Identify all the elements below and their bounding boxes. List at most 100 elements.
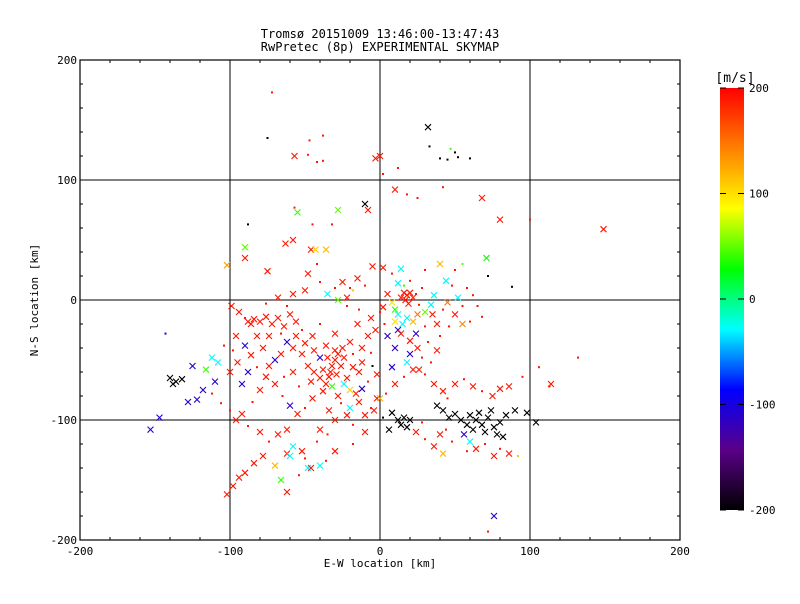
data-point-x: [409, 318, 417, 325]
data-point-x: [354, 320, 361, 328]
data-point-dot: [391, 272, 393, 275]
data-point-dot: [472, 294, 474, 297]
data-point-dot: [352, 443, 354, 445]
data-point-x: [223, 261, 231, 269]
data-point-x: [487, 407, 495, 414]
data-point-x: [333, 371, 340, 378]
data-point-x: [294, 209, 301, 216]
data-point-dot: [449, 147, 452, 150]
data-point-x: [391, 380, 399, 388]
data-point-x: [391, 186, 399, 193]
data-point-x: [343, 294, 351, 301]
data-point-dot: [251, 401, 254, 403]
data-point-x: [166, 374, 174, 382]
data-point-dot: [481, 390, 483, 393]
data-point-dot: [281, 395, 284, 397]
data-point-x: [391, 318, 399, 325]
data-point-x: [385, 426, 393, 433]
data-point-x: [397, 265, 405, 273]
data-point-dot: [466, 287, 468, 289]
data-point-x: [316, 374, 324, 382]
data-point-x: [391, 344, 399, 352]
data-point-x: [178, 375, 186, 383]
data-point-dot: [424, 269, 426, 271]
data-point-x: [324, 290, 331, 298]
data-point-x: [259, 344, 267, 352]
data-point-dot: [220, 402, 222, 405]
data-point-x: [430, 380, 438, 388]
data-point-x: [361, 428, 369, 436]
data-point-x: [346, 386, 354, 394]
data-point-x: [384, 290, 391, 298]
data-point-x: [490, 452, 498, 460]
data-point-dot: [454, 269, 456, 271]
data-point-x: [286, 402, 294, 409]
data-point-x: [388, 299, 396, 306]
colorbar-tick-label: -100: [749, 399, 776, 412]
data-point-x: [277, 476, 285, 484]
data-point-dot: [247, 425, 249, 427]
data-point-dot: [406, 193, 408, 196]
data-point-x: [307, 464, 315, 472]
data-point-x: [364, 332, 372, 340]
data-point-x: [241, 254, 249, 262]
data-point-x: [256, 386, 264, 394]
data-point-dot: [304, 407, 306, 409]
data-point-x: [358, 359, 366, 366]
data-point-dot: [446, 158, 449, 161]
data-point-dot: [164, 332, 167, 335]
data-point-x: [399, 320, 406, 328]
data-point-x: [319, 387, 327, 395]
data-point-x: [271, 380, 279, 388]
data-point-dot: [280, 332, 282, 335]
data-point-x: [310, 368, 318, 376]
data-point-x: [459, 320, 466, 328]
data-point-x: [289, 368, 297, 376]
data-point-x: [457, 416, 465, 424]
data-point-dot: [499, 447, 501, 450]
data-point-x: [202, 366, 210, 373]
data-point-x: [294, 410, 301, 418]
data-point-x: [280, 323, 288, 330]
data-point-x: [433, 402, 441, 409]
data-point-x: [223, 491, 231, 498]
data-point-x: [379, 264, 387, 271]
data-point-dot: [511, 285, 513, 288]
x-tick-label: 0: [377, 545, 384, 558]
data-point-x: [523, 409, 531, 417]
data-point-x: [352, 390, 360, 397]
data-point-x: [331, 330, 339, 337]
data-point-dot: [409, 279, 411, 282]
colorbar-ticks: 200 100 0 -100 -200: [720, 82, 776, 517]
data-point-x: [316, 426, 324, 433]
data-point-dot: [487, 275, 489, 277]
data-point-dot: [461, 263, 464, 265]
data-point-dot: [316, 263, 318, 265]
data-point-dot: [538, 366, 540, 369]
data-point-x: [316, 462, 324, 469]
data-point-x: [433, 320, 441, 328]
y-tick-label: 200: [57, 54, 77, 67]
data-point-x: [429, 311, 436, 318]
data-point-x: [283, 338, 291, 346]
data-point-dot: [268, 440, 270, 443]
data-point-dot: [521, 375, 524, 378]
data-point-dot: [448, 325, 450, 328]
data-point-dot: [283, 375, 285, 378]
data-point-dot: [301, 329, 303, 331]
data-point-x: [412, 428, 420, 436]
data-point-x: [304, 362, 312, 370]
data-point-x: [505, 450, 513, 457]
data-point-x: [442, 277, 450, 285]
data-point-dot: [484, 443, 486, 445]
data-point-x: [316, 354, 324, 361]
data-point-x: [354, 275, 361, 282]
data-point-x: [397, 421, 405, 429]
colorbar-tick-label: 0: [749, 293, 756, 306]
data-point-x: [421, 308, 429, 316]
data-point-dot: [476, 305, 479, 307]
data-point-x: [415, 366, 423, 373]
data-point-dot: [316, 440, 318, 443]
data-point-dot: [451, 284, 453, 287]
data-point-x: [193, 396, 201, 403]
